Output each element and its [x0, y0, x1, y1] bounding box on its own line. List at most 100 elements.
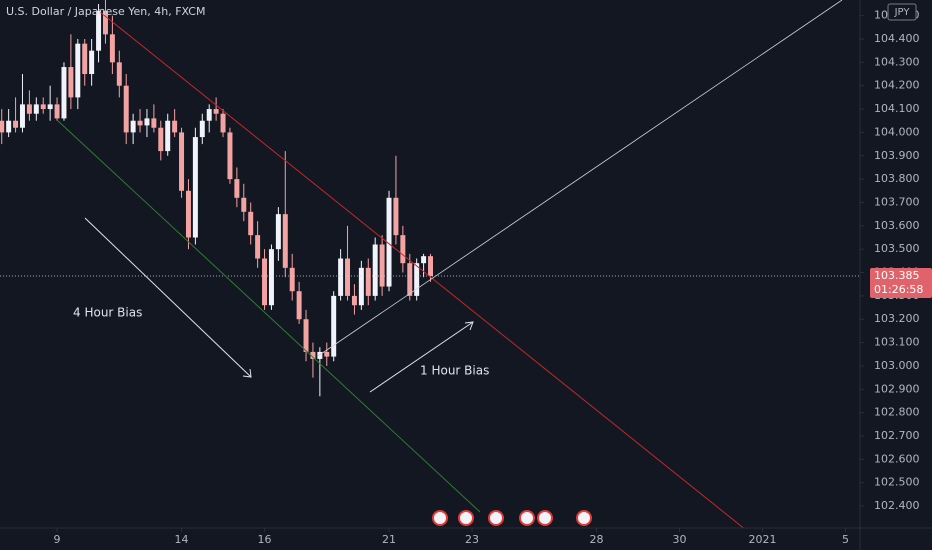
y-tick-label: 102.400	[874, 499, 920, 512]
x-tick-label: 21	[382, 533, 396, 546]
candle-body	[407, 263, 413, 296]
candle-body	[414, 263, 420, 296]
candle-body	[379, 244, 385, 287]
y-tick-label: 103.800	[874, 172, 920, 185]
candle-body	[130, 120, 136, 133]
arrow	[369, 321, 474, 393]
time-axis-bg	[0, 528, 932, 550]
candle-body	[96, 10, 102, 51]
candle-body	[428, 256, 434, 277]
y-tick-label: 104.300	[874, 55, 920, 68]
event-icon[interactable]	[519, 510, 535, 526]
currency-box[interactable]	[887, 3, 917, 21]
candle-body	[227, 132, 233, 180]
countdown: 01:26:58	[874, 283, 923, 296]
y-tick-label: 102.900	[874, 382, 920, 395]
y-tick-label: 104.000	[874, 125, 920, 138]
event-icon[interactable]	[432, 510, 448, 526]
y-tick-label: 102.600	[874, 452, 920, 465]
event-icon[interactable]	[488, 510, 504, 526]
last-price-label: 103.385	[874, 269, 920, 282]
candle-body	[289, 267, 295, 292]
x-tick-label: 14	[175, 533, 189, 546]
event-icon[interactable]	[458, 510, 474, 526]
candle-body	[372, 244, 378, 296]
candle-body	[248, 211, 254, 236]
candle-body	[255, 235, 261, 259]
y-tick-label: 102.500	[874, 476, 920, 489]
candle-body	[386, 197, 392, 287]
arrow	[84, 217, 252, 378]
candle-body	[68, 67, 74, 98]
candle-body	[296, 291, 302, 320]
candle-body	[400, 235, 406, 264]
candle-body	[116, 62, 122, 86]
trend-line-green	[56, 119, 481, 513]
x-tick-label: 9	[54, 533, 61, 546]
y-tick-label: 102.800	[874, 406, 920, 419]
x-tick-label: 23	[465, 533, 479, 546]
y-tick-label: 103.000	[874, 359, 920, 372]
candle-body	[199, 120, 205, 138]
candle-body	[185, 190, 191, 238]
candle-body	[172, 120, 178, 133]
y-tick-label: 104.200	[874, 79, 920, 92]
candle-body	[206, 109, 212, 121]
candle-body	[137, 120, 143, 126]
candle-body	[26, 104, 32, 114]
candle-body	[19, 104, 25, 128]
candle-body	[102, 10, 108, 35]
y-tick-label: 103.900	[874, 149, 920, 162]
candle-body	[109, 34, 115, 63]
x-tick-label: 2021	[748, 533, 776, 546]
arrow-head	[242, 368, 252, 378]
candle-body	[338, 258, 344, 296]
annotation: 4 Hour Bias	[73, 306, 142, 320]
trend-line-red	[99, 11, 747, 531]
candle-body	[365, 267, 371, 296]
y-tick-label: 104.400	[874, 32, 920, 45]
candle-body	[358, 267, 364, 306]
candle-body	[331, 295, 337, 357]
candle-body	[158, 127, 164, 152]
candle-body	[241, 197, 247, 212]
event-icon[interactable]	[576, 510, 592, 526]
candle-body	[144, 118, 150, 126]
candle-body	[6, 120, 12, 133]
annotation: 1 Hour Bias	[420, 364, 489, 378]
arrow-head	[464, 321, 474, 331]
candle-body	[275, 214, 281, 250]
y-tick-label: 103.200	[874, 312, 920, 325]
x-tick-label: 28	[590, 533, 604, 546]
event-icon[interactable]	[537, 510, 553, 526]
candle-body	[192, 137, 198, 238]
candle-body	[393, 197, 399, 236]
currency: JPY	[894, 7, 911, 18]
candle-body	[179, 132, 185, 191]
chart-title: U.S. Dollar / Japanese Yen, 4h, FXCM	[6, 5, 205, 18]
candle-body	[89, 50, 95, 75]
y-tick-label: 103.700	[874, 195, 920, 208]
candle-body	[213, 109, 219, 114]
candle-body	[310, 351, 316, 359]
y-tick-label: 103.100	[874, 336, 920, 349]
candle-body	[345, 258, 351, 296]
candle-body	[234, 179, 240, 198]
candle-body	[165, 120, 171, 152]
candle-body	[54, 104, 60, 119]
y-tick-label: 103.600	[874, 219, 920, 232]
candle-body	[282, 214, 288, 268]
event-icons	[432, 510, 592, 526]
candle-body	[61, 67, 67, 119]
last-price-box	[870, 268, 932, 299]
candle-body	[0, 120, 5, 133]
channel-line	[317, 0, 843, 357]
candle-body	[317, 351, 323, 359]
candle-body	[151, 118, 157, 128]
candle-body	[47, 104, 53, 110]
axes: 102.400 102.500 102.600 102.700 102.800 102.9…	[54, 9, 932, 546]
x-tick-label: 30	[672, 533, 686, 546]
candle-body	[40, 104, 46, 110]
candle-body	[13, 120, 19, 128]
